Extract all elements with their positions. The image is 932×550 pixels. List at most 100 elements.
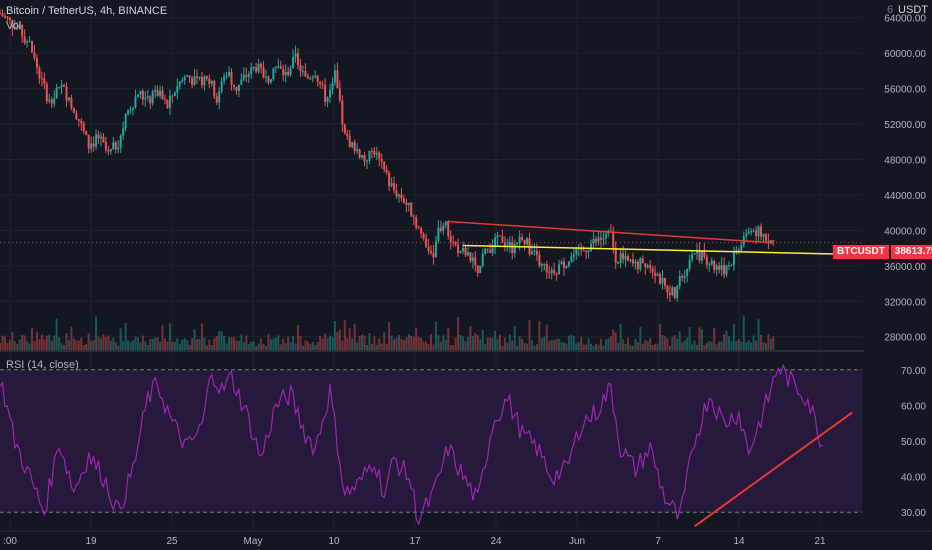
volume-bar xyxy=(580,336,583,350)
candle-body xyxy=(365,160,368,162)
volume-bar xyxy=(641,343,644,350)
price-tick-label: 32000.00 xyxy=(884,297,926,308)
candle-body xyxy=(306,76,309,79)
volume-bar xyxy=(257,343,260,350)
candle-body xyxy=(407,202,410,205)
candle-body xyxy=(90,143,93,149)
candle-body xyxy=(582,250,585,252)
volume-bar xyxy=(245,335,248,350)
volume-bar xyxy=(112,337,115,350)
volume-bar xyxy=(129,342,132,350)
candle-body xyxy=(415,217,418,228)
candle-body xyxy=(191,78,194,85)
candle-body xyxy=(55,87,58,99)
volume-bar xyxy=(715,344,718,350)
volume-bar xyxy=(498,334,501,350)
volume-bar xyxy=(683,340,686,350)
candle-body xyxy=(479,266,482,274)
candle-body xyxy=(336,70,339,89)
volume-bar xyxy=(511,340,514,350)
volume-bar xyxy=(462,336,465,350)
candle-body xyxy=(166,99,169,108)
candle-body xyxy=(279,66,282,69)
candle-body xyxy=(452,242,455,244)
volume-bar xyxy=(636,342,639,350)
volume-bar xyxy=(191,337,194,350)
volume-bar xyxy=(146,344,149,350)
candle-body xyxy=(474,257,477,266)
volume-bar xyxy=(215,336,218,350)
volume-bar xyxy=(43,339,46,350)
candle-body xyxy=(198,76,201,79)
candle-body xyxy=(356,149,359,151)
volume-bar xyxy=(479,339,482,350)
volume-bar xyxy=(489,337,492,350)
volume-bar xyxy=(481,329,484,350)
volume-bar xyxy=(23,335,26,350)
candle-body xyxy=(6,16,9,18)
volume-bar xyxy=(235,340,238,350)
volume-bar xyxy=(183,338,186,350)
volume-bar xyxy=(432,344,435,350)
volume-bar xyxy=(282,339,285,350)
last-price-tag: BTCUSDT 38613.75 xyxy=(833,245,932,259)
candle-body xyxy=(760,226,763,237)
volume-bar xyxy=(592,345,595,350)
candle-body xyxy=(324,85,327,102)
candle-body xyxy=(351,141,354,147)
candle-body xyxy=(297,53,300,66)
volume-bar xyxy=(545,324,548,350)
candle-body xyxy=(13,27,16,29)
volume-bar xyxy=(45,335,48,350)
volume-bar xyxy=(728,336,731,350)
price-unit[interactable]: 6 USDT xyxy=(887,4,928,16)
candle-body xyxy=(772,240,775,242)
candle-body xyxy=(494,237,497,248)
volume-bar xyxy=(208,339,211,350)
volume-bar xyxy=(306,341,309,350)
candle-body xyxy=(437,227,440,242)
candle-body xyxy=(666,285,669,293)
candle-body xyxy=(188,75,191,79)
candle-body xyxy=(548,272,551,274)
volume-bar xyxy=(494,331,497,350)
volume-bar xyxy=(92,340,95,350)
candle-body xyxy=(144,98,147,100)
volume-bar xyxy=(740,341,743,350)
candle-body xyxy=(40,78,43,80)
candle-body xyxy=(124,114,127,129)
price-tick-label: 40000.00 xyxy=(884,226,926,237)
volume-bar xyxy=(326,338,329,350)
volume-bar xyxy=(425,341,428,350)
volume-bar xyxy=(555,338,558,350)
volume-bar xyxy=(269,339,272,350)
candle-body xyxy=(333,70,336,83)
candle-body xyxy=(92,143,95,147)
volume-bar xyxy=(333,321,336,350)
candle-body xyxy=(671,287,674,296)
candle-body xyxy=(481,253,484,267)
candle-body xyxy=(747,231,750,234)
volume-bar xyxy=(316,342,319,350)
volume-bar xyxy=(752,335,755,350)
time-tick-label: 21 xyxy=(814,536,826,547)
volume-bar xyxy=(673,335,676,350)
volume-bar xyxy=(691,344,694,350)
candle-body xyxy=(728,265,731,267)
candle-body xyxy=(498,235,501,237)
candle-body xyxy=(186,75,189,77)
volume-bar xyxy=(703,345,706,350)
candle-body xyxy=(629,259,632,261)
volume-bar xyxy=(466,336,469,350)
volume-bar xyxy=(503,337,506,350)
candle-body xyxy=(516,243,519,245)
candle-body xyxy=(72,108,75,114)
candle-body xyxy=(430,250,432,253)
volume-bar xyxy=(720,341,723,350)
candle-body xyxy=(715,265,718,270)
candle-body xyxy=(523,240,526,245)
volume-bar xyxy=(102,334,105,350)
volume-bar xyxy=(397,334,400,350)
volume-bar xyxy=(760,334,763,350)
